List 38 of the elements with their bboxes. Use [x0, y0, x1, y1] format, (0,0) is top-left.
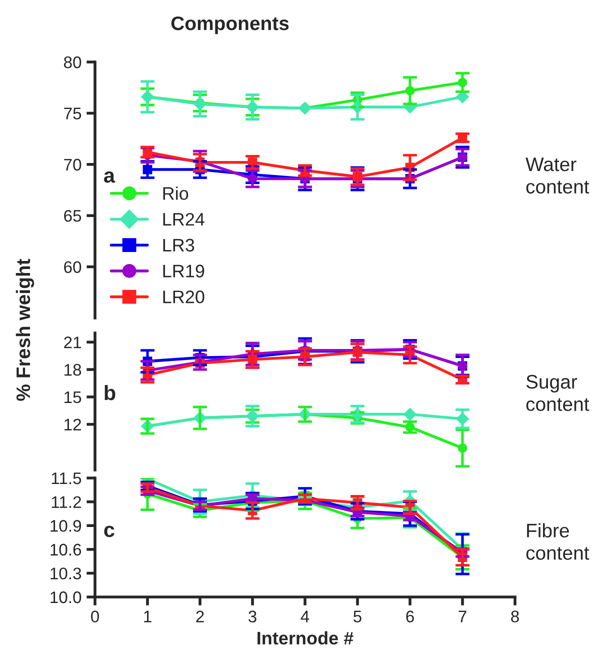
annotation: c: [104, 526, 114, 538]
y-tick-label: 11.2: [52, 496, 81, 508]
y-tick-label: 75: [64, 108, 82, 120]
y-tick-label: 10.0: [50, 591, 82, 604]
y-tick-label: 10.3: [50, 568, 82, 580]
annotation: b: [104, 384, 116, 400]
y-tick-label: 21: [64, 336, 81, 348]
annotation: a: [104, 171, 116, 183]
text: Water content: [526, 158, 590, 194]
y-tick-label: 80: [64, 56, 82, 68]
x-tick-label: 2: [196, 610, 204, 622]
legend-label: Rio: [163, 186, 188, 200]
y-tick-label: 60: [64, 261, 82, 274]
y-tick-label: 10.6: [50, 544, 82, 556]
y-tick-label: 65: [64, 210, 82, 222]
legend-label: LR20: [163, 290, 204, 304]
x-axis-title: Internode #: [258, 631, 354, 645]
x-tick-label: 4: [300, 610, 310, 622]
y-tick-label: 15: [64, 392, 82, 404]
text: Sugar content: [526, 374, 590, 412]
y-tick-label: 70: [64, 158, 82, 171]
y-axis-title: % Fresh weight: [16, 258, 34, 401]
x-tick-label: 0: [91, 610, 99, 622]
x-tick-label: 7: [458, 610, 466, 622]
x-tick-label: 1: [144, 610, 152, 622]
x-tick-label: 6: [406, 610, 414, 622]
y-tick-label: 12: [64, 418, 81, 430]
legend-label: LR19: [163, 264, 204, 278]
text: Fibre content: [526, 523, 590, 560]
x-tick-label: 3: [248, 610, 256, 622]
legend-label: LR24: [163, 212, 204, 226]
y-tick-label: 11.5: [52, 472, 82, 484]
y-tick-label: 18: [64, 364, 82, 376]
x-tick-label: 8: [511, 610, 519, 622]
y-tick-label: 10.9: [50, 520, 82, 532]
chart-title: Components: [171, 16, 289, 34]
legend-label: LR3: [163, 238, 194, 252]
x-tick-label: 5: [354, 610, 362, 622]
